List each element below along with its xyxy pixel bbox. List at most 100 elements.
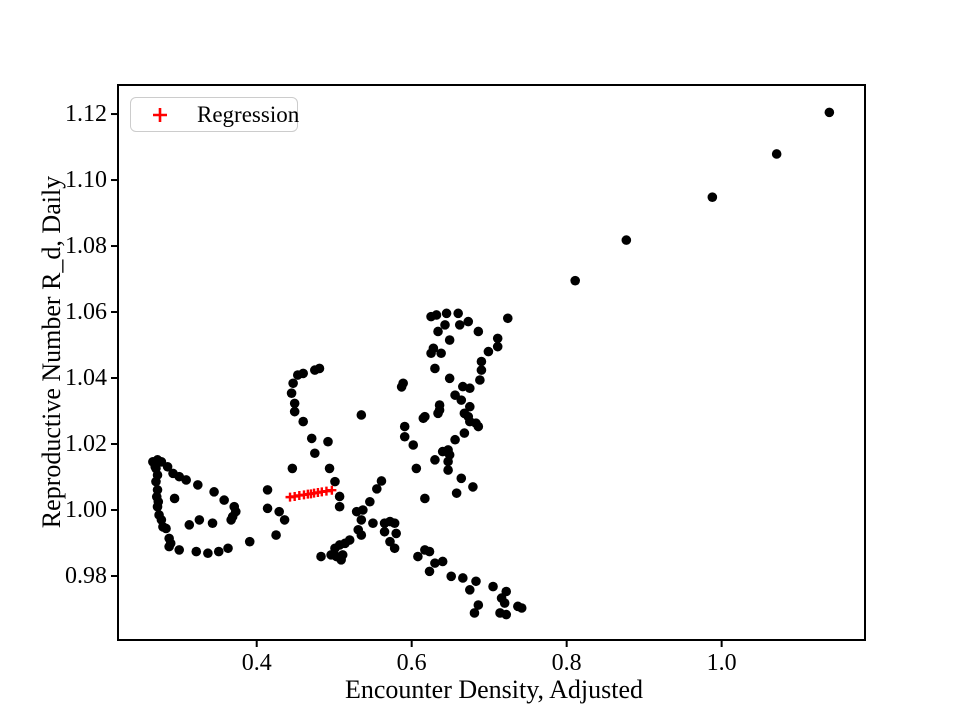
- series-Regression: [285, 485, 337, 502]
- data-point: [458, 573, 468, 583]
- data-point: [287, 463, 298, 474]
- data-point: [420, 493, 430, 504]
- data-point: [420, 411, 430, 422]
- x-tick-label-0.6: 0.6: [396, 650, 427, 676]
- data-point: [430, 558, 440, 568]
- data-point: [473, 326, 484, 337]
- data-point: [459, 408, 470, 419]
- y-tick-label-1.10: 1.10: [65, 167, 107, 194]
- data-point: [334, 501, 345, 512]
- data-point: [824, 107, 835, 118]
- data-point: [365, 496, 375, 507]
- data-point: [465, 416, 475, 427]
- data-point: [499, 598, 510, 608]
- y-tick-label-1.08: 1.08: [65, 233, 107, 260]
- data-point: [433, 408, 443, 419]
- data-point: [430, 363, 440, 374]
- data-point: [473, 421, 484, 432]
- data-point: [570, 275, 580, 286]
- data-point: [443, 465, 453, 475]
- data-point: [223, 543, 233, 554]
- data-point: [191, 546, 202, 557]
- data-point: [174, 545, 185, 555]
- data-point: [310, 448, 320, 459]
- data-point: [389, 518, 400, 528]
- legend-label-regression: Regression: [197, 102, 300, 127]
- y-axis-ticks: [111, 113, 118, 577]
- data-point: [314, 363, 325, 374]
- data-point: [454, 320, 465, 330]
- data-point: [399, 431, 410, 442]
- data-point: [444, 335, 455, 345]
- data-point: [152, 485, 163, 495]
- x-axis-ticks: [255, 640, 723, 647]
- data-point: [437, 556, 448, 567]
- data-point: [289, 406, 300, 417]
- data-point: [286, 388, 297, 398]
- data-point: [492, 341, 503, 352]
- y-tick-label-1.06: 1.06: [65, 299, 107, 325]
- data-point: [433, 326, 443, 337]
- data-point: [298, 368, 309, 379]
- y-tick-label-1.04: 1.04: [65, 365, 107, 391]
- data-point: [424, 546, 435, 557]
- data-point: [468, 482, 478, 492]
- data-point: [483, 346, 494, 357]
- y-tick-label-1.02: 1.02: [65, 431, 107, 457]
- data-point: [424, 566, 435, 577]
- data-point: [426, 348, 436, 359]
- data-point: [262, 503, 273, 514]
- data-point: [323, 436, 333, 447]
- data-point: [502, 313, 513, 324]
- data-point: [226, 515, 236, 525]
- data-point: [184, 520, 195, 530]
- data-point: [446, 571, 457, 582]
- data-point: [501, 609, 512, 620]
- data-point: [476, 356, 487, 367]
- data-point: [476, 365, 487, 375]
- x-tick-label-0.4: 0.4: [241, 650, 272, 676]
- data-point: [443, 456, 453, 467]
- data-point: [488, 581, 498, 592]
- data-point: [162, 461, 173, 472]
- regression-point: [327, 485, 337, 495]
- data-point: [473, 600, 484, 610]
- data-point: [150, 461, 160, 472]
- data-point: [453, 308, 463, 319]
- data-point: [151, 476, 161, 487]
- data-point: [379, 526, 390, 537]
- data-point: [203, 548, 213, 559]
- data-point: [372, 484, 382, 494]
- data-point: [181, 475, 191, 485]
- data-point: [771, 149, 782, 159]
- data-point: [289, 398, 300, 409]
- data-point: [368, 518, 378, 528]
- y-tick-label-0.98: 0.98: [65, 562, 107, 589]
- plot-frame: [117, 84, 866, 641]
- data-point: [262, 485, 273, 495]
- data-point: [413, 551, 423, 562]
- data-point: [298, 416, 309, 427]
- data-point: [169, 493, 180, 504]
- data-point: [316, 551, 326, 562]
- regression-plus-icon: [153, 107, 167, 122]
- data-point: [288, 378, 298, 389]
- y-tick-label-1.00: 1.00: [65, 496, 107, 523]
- data-point: [492, 333, 503, 344]
- data-point: [356, 410, 367, 420]
- data-point: [213, 546, 224, 557]
- data-point: [244, 536, 255, 547]
- data-point: [516, 603, 527, 613]
- data-point: [441, 308, 452, 319]
- data-point: [193, 480, 203, 490]
- data-point: [356, 515, 367, 525]
- data-point: [330, 476, 340, 487]
- data-point: [376, 476, 387, 486]
- data-point: [465, 585, 475, 595]
- data-point: [399, 421, 410, 432]
- data-point: [471, 576, 481, 587]
- data-point: [396, 382, 407, 392]
- legend: Regression: [130, 97, 300, 132]
